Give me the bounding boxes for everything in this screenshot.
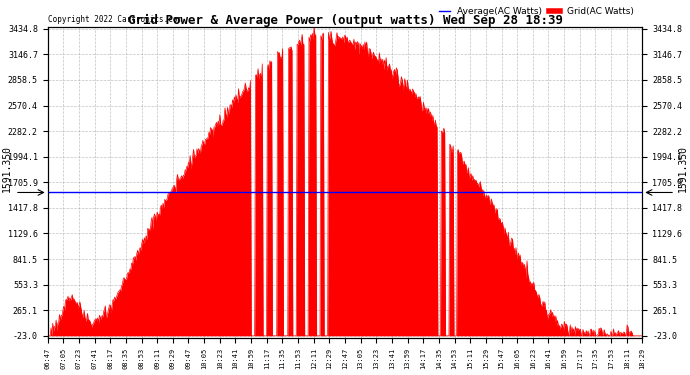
Title: Grid Power & Average Power (output watts) Wed Sep 28 18:39: Grid Power & Average Power (output watts… [128,14,562,27]
Text: 1591.350: 1591.350 [2,146,12,192]
Legend: Average(AC Watts), Grid(AC Watts): Average(AC Watts), Grid(AC Watts) [435,3,638,20]
Text: 1591.350: 1591.350 [678,146,688,192]
Text: Copyright 2022 Cartronics.com: Copyright 2022 Cartronics.com [48,15,181,24]
